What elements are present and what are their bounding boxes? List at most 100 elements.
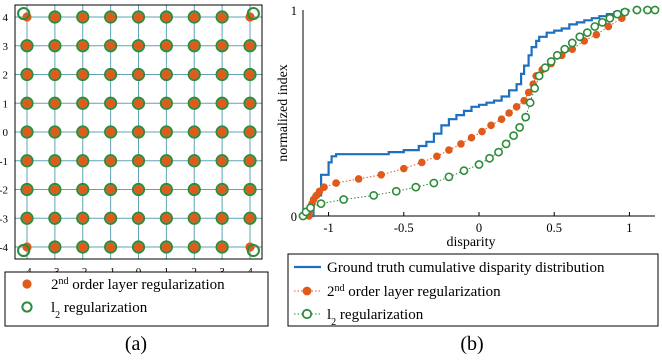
green-point xyxy=(20,39,34,53)
orange-point xyxy=(133,156,144,166)
green-point xyxy=(76,182,90,197)
series-green-point xyxy=(306,203,315,213)
panel-a-legend-box xyxy=(4,271,269,327)
series-green-point xyxy=(582,28,592,38)
green-point xyxy=(246,6,260,21)
panel-a-frame xyxy=(14,4,263,260)
legend-marker-orange xyxy=(302,286,312,296)
series-green-point xyxy=(391,186,401,196)
green-point xyxy=(215,211,229,225)
orange-point xyxy=(217,156,227,166)
orange-point xyxy=(133,12,144,22)
green-point xyxy=(215,10,229,24)
orange-point xyxy=(50,41,60,51)
orange-point xyxy=(50,69,60,80)
orange-point xyxy=(245,98,255,108)
orange-point xyxy=(189,12,199,22)
green-point xyxy=(104,182,118,197)
green-point xyxy=(76,154,90,168)
green-point xyxy=(104,67,118,82)
orange-point xyxy=(50,127,60,137)
green-point xyxy=(76,240,90,254)
orange-point xyxy=(78,156,88,166)
orange-point xyxy=(245,69,255,80)
green-point xyxy=(48,240,62,254)
legend-entry-green-part-0: l xyxy=(327,307,331,323)
orange-point xyxy=(78,127,88,137)
series-green-point xyxy=(620,7,630,17)
series-orange-point xyxy=(467,133,476,142)
series-green-point xyxy=(429,178,439,188)
legend-entry-orange-part-1: nd xyxy=(59,276,69,287)
green-point xyxy=(187,182,201,197)
orange-point xyxy=(189,41,199,51)
series-green-point xyxy=(494,147,503,157)
series-green-point xyxy=(540,63,550,73)
y-tick-label: -3 xyxy=(0,213,8,225)
orange-point xyxy=(217,184,227,195)
legend-entry-green-part-2: regularization xyxy=(60,300,148,316)
series-orange-point xyxy=(418,158,426,167)
green-point xyxy=(243,67,257,82)
orange-point xyxy=(106,41,116,51)
series-green-point xyxy=(411,182,421,192)
green-point xyxy=(131,39,146,53)
series-orange-point xyxy=(524,88,533,97)
panel-a-axes xyxy=(14,4,263,260)
green-point xyxy=(17,6,31,21)
orange-point xyxy=(133,242,144,252)
green-point xyxy=(48,39,62,53)
green-point xyxy=(243,39,257,53)
green-point xyxy=(131,67,146,82)
green-point xyxy=(104,39,118,53)
legend-entry-orange-part-2: order layer regularization xyxy=(345,284,502,300)
panel-b-ticks: -1 -0.5 0 0.5 1 0 1 disparity normalized index xyxy=(276,4,633,250)
orange-point xyxy=(78,69,88,80)
green-point xyxy=(246,243,260,258)
y-axis-label: normalized index xyxy=(276,64,291,162)
series-green-point xyxy=(643,5,652,15)
orange-point xyxy=(217,213,227,223)
series-green-point xyxy=(369,190,379,200)
orange-point xyxy=(133,98,144,108)
green-point xyxy=(48,96,62,110)
legend-marker-green xyxy=(21,301,33,313)
orange-point xyxy=(189,242,199,252)
green-point xyxy=(131,182,146,197)
orange-point xyxy=(133,127,144,137)
series-orange-point xyxy=(505,109,513,117)
orange-point xyxy=(161,156,171,166)
orange-point xyxy=(50,12,60,22)
green-point xyxy=(20,154,34,168)
green-point xyxy=(104,240,118,254)
green-point xyxy=(76,211,90,225)
series-green-point xyxy=(632,5,642,15)
green-point xyxy=(131,10,146,24)
green-point xyxy=(48,67,62,82)
green-point xyxy=(104,211,118,225)
orange-point xyxy=(161,184,171,195)
series-orange-point xyxy=(592,30,601,39)
panel-b-series xyxy=(298,5,660,221)
orange-point xyxy=(78,12,88,22)
panel-b-legend-box xyxy=(287,253,659,327)
x-tick-label: 0.5 xyxy=(546,221,562,235)
orange-point xyxy=(22,69,32,80)
orange-point xyxy=(106,156,116,166)
series-orange-point xyxy=(377,171,386,179)
series-green-point xyxy=(515,123,525,132)
series-orange-point xyxy=(512,103,521,111)
series-green-point xyxy=(575,32,585,42)
series-orange-point xyxy=(568,45,577,53)
orange-point xyxy=(189,156,199,166)
orange-point xyxy=(161,69,171,80)
orange-point xyxy=(217,127,227,137)
green-point xyxy=(104,10,118,24)
legend-entry-orange-part-0: 2 xyxy=(327,284,335,300)
series-green-point xyxy=(459,166,469,176)
orange-point xyxy=(50,213,60,223)
series-green-line xyxy=(302,9,655,217)
green-point xyxy=(48,125,62,139)
green-point xyxy=(76,125,90,139)
